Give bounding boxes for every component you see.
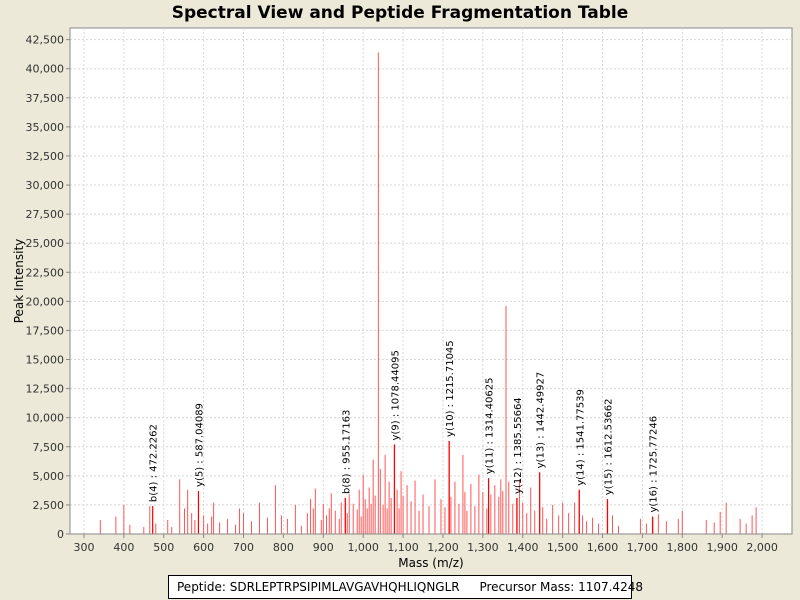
fragment-label: b(4) : 472.2262 [149, 424, 160, 502]
y-tick-label: 7,500 [33, 441, 65, 454]
x-tick-label: 500 [153, 541, 174, 554]
fragment-label: y(11) : 1314.40625 [485, 378, 496, 475]
y-tick-label: 37,500 [26, 92, 65, 105]
x-tick-label: 1,800 [667, 541, 699, 554]
y-tick-label: 5,000 [33, 470, 65, 483]
fragment-label: b(8) : 955.17163 [341, 410, 352, 494]
y-tick-label: 10,000 [26, 412, 65, 425]
y-tick-label: 42,500 [26, 34, 65, 47]
fragment-annotations: b(4) : 472.2262 y(5) : 587.04089 b(8) : 95… [149, 340, 660, 534]
x-tick-label: 600 [193, 541, 214, 554]
x-tick-label: 1,000 [347, 541, 379, 554]
y-tick-label: 27,500 [26, 208, 65, 221]
x-tick-label: 1,600 [587, 541, 619, 554]
x-tick-label: 1,700 [627, 541, 659, 554]
y-tick-label: 22,500 [26, 266, 65, 279]
x-tick-label: 700 [233, 541, 254, 554]
x-axis: 300 400 500 600 700 800 900 1,000 1,100 1,200 1,30… [70, 533, 792, 554]
x-tick-label: 900 [313, 541, 334, 554]
x-tick-label: 1,100 [387, 541, 419, 554]
x-tick-label: 1,200 [427, 541, 459, 554]
peptide-legend-box: Peptide: SDRLEPTRPSIPIMLAVGAVHQHLIQNGLR … [168, 575, 643, 599]
fragment-label: y(5) : 587.04089 [194, 403, 205, 487]
x-tick-label: 1,400 [507, 541, 539, 554]
y-tick-label: 25,000 [26, 237, 65, 250]
peptide-sequence: Peptide: SDRLEPTRPSIPIMLAVGAVHQHLIQNGLR [177, 580, 460, 594]
y-tick-label: 30,000 [26, 179, 65, 192]
y-tick-label: 2,500 [33, 499, 65, 512]
y-axis: 0 2,500 5,000 7,500 10,000 12,500 15,000 17,500… [26, 28, 71, 541]
y-tick-label: 0 [57, 528, 64, 541]
chart-title: Spectral View and Peptide Fragmentation … [171, 3, 629, 23]
grid-lines [70, 28, 792, 534]
y-axis-label: Peak Intensity [12, 239, 26, 324]
y-tick-label: 20,000 [26, 295, 65, 308]
x-axis-label: Mass (m/z) [398, 556, 463, 570]
y-tick-label: 17,500 [26, 324, 65, 337]
precursor-mass: Precursor Mass: 1107.4248 [479, 580, 643, 594]
fragment-label: y(13) : 1442.49927 [536, 372, 547, 469]
y-tick-label: 12,500 [26, 383, 65, 396]
x-tick-label: 1,900 [706, 541, 738, 554]
fragment-label: y(10) : 1215.71045 [445, 340, 456, 437]
x-tick-label: 400 [113, 541, 134, 554]
y-tick-label: 15,000 [26, 354, 65, 367]
x-tick-label: 300 [73, 541, 94, 554]
fragment-label: y(12) : 1385.55664 [513, 397, 524, 494]
fragment-label: y(16) : 1725.77246 [649, 416, 660, 513]
x-tick-label: 1,300 [467, 541, 499, 554]
fragment-label: y(15) : 1612.53662 [604, 398, 615, 495]
y-tick-label: 35,000 [26, 121, 65, 134]
fragment-label: y(14) : 1541.77539 [575, 389, 586, 486]
y-tick-label: 32,500 [26, 150, 65, 163]
plot-area [69, 27, 793, 535]
x-tick-label: 2,000 [746, 541, 778, 554]
fragment-label: y(9) : 1078.44095 [390, 350, 401, 440]
x-tick-label: 800 [273, 541, 294, 554]
x-tick-label: 1,500 [547, 541, 579, 554]
y-tick-label: 40,000 [26, 63, 65, 76]
